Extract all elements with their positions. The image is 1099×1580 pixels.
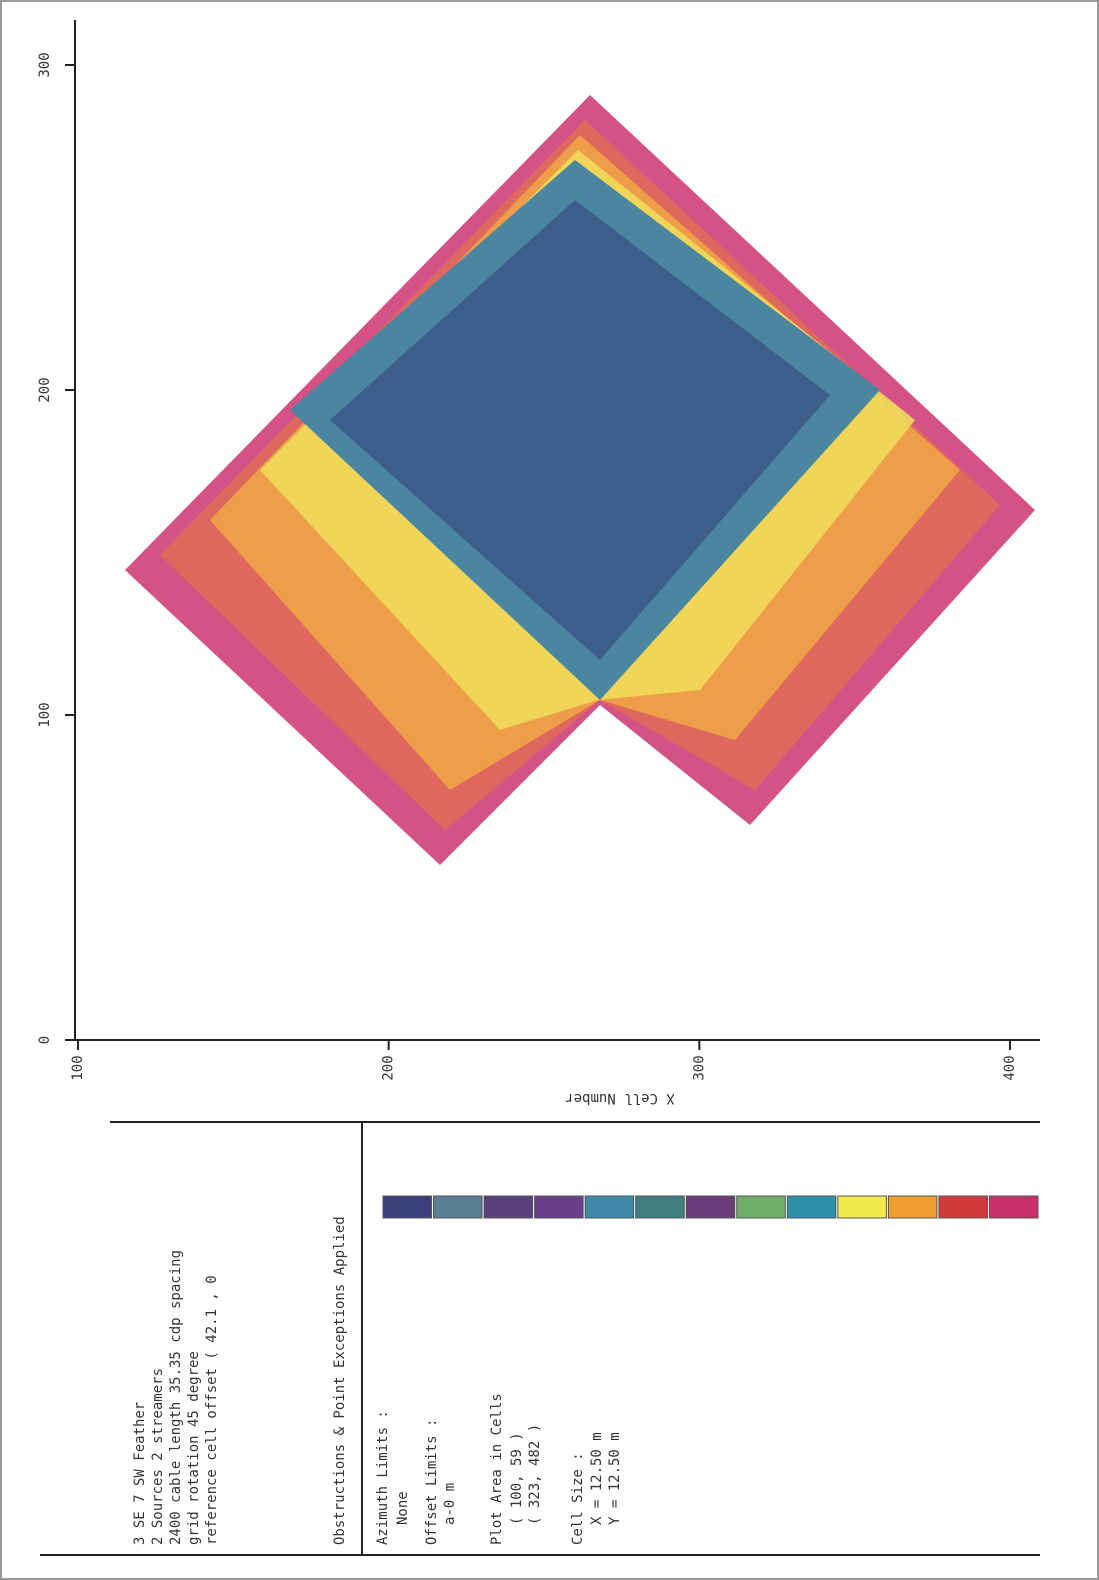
note: Obstructions & Point Exceptions Applied [332,1216,348,1545]
legend-swatch [787,1196,836,1218]
legend-swatch [434,1196,483,1218]
legend-swatch [636,1196,685,1218]
param-line: X = 12.50 m [589,1432,605,1525]
info-line: 2 Sources 2 streamers [150,1368,166,1545]
legend-swatch [737,1196,786,1218]
info-line: grid rotation 45 degree [186,1351,202,1545]
x-axis-title: X Cell Number [565,1090,675,1106]
param-line: ( 100, 59 ) [509,1432,525,1525]
page: X Cell Number 100 200 300 400 0 100 200 300 3 SE… [0,0,1099,1580]
param-line: ( 323, 482 ) [527,1424,543,1525]
coverage-map [125,95,1035,865]
legend-swatch [989,1196,1038,1218]
info-line: 3 SE 7 SW Feather [132,1402,148,1545]
legend-swatch [585,1196,634,1218]
legend-swatch [686,1196,735,1218]
param-line: Cell Size : [570,1452,586,1545]
param-line: Y = 12.50 m [607,1432,623,1525]
legend-swatch [838,1196,887,1218]
param-line: a-0 m [442,1483,458,1525]
legend-swatch [535,1196,584,1218]
legend-swatch [888,1196,937,1218]
y-tick-label: 100 [37,702,53,727]
param-line: Offset Limits : [424,1419,440,1545]
param-line: None [395,1491,411,1525]
info-line: reference cell offset ( 42.1 , 0 [204,1275,220,1545]
y-tick-label: 300 [37,52,53,77]
param-line: Azimuth Limits : [375,1410,391,1545]
x-tick-label: 100 [70,1055,86,1080]
legend-swatch [383,1196,432,1218]
param-line: Plot Area in Cells [489,1393,505,1545]
y-tick-label: 0 [37,1036,53,1044]
info-line: 2400 cable length 35.35 cdp spacing [168,1250,184,1545]
x-tick-label: 200 [381,1055,397,1080]
legend-swatch [939,1196,988,1218]
x-tick-label: 400 [1002,1055,1018,1080]
x-tick-label: 300 [691,1055,707,1080]
legend-swatch [484,1196,533,1218]
y-tick-label: 200 [37,377,53,402]
